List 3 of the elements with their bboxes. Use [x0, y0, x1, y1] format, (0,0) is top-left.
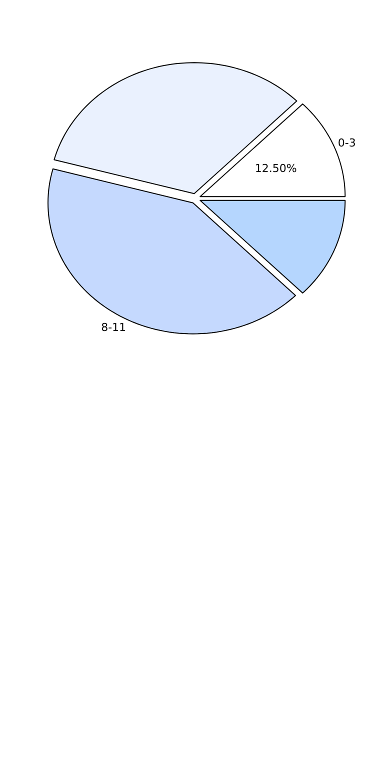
slice-label: 0-3	[338, 136, 356, 150]
data-label: 12.50%	[254, 162, 297, 175]
slice-label: 8-11	[101, 321, 126, 334]
